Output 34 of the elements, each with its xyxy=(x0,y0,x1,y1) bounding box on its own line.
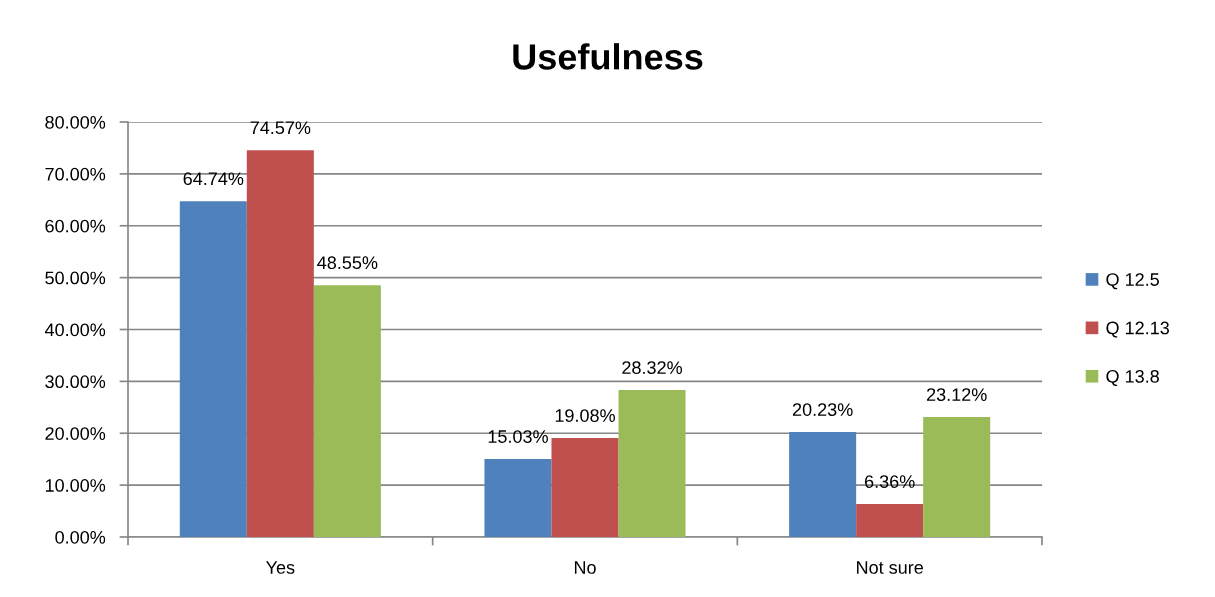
data-label: 64.74% xyxy=(183,172,244,186)
y-tick-label: 40.00% xyxy=(44,323,106,337)
y-tick-label: 60.00% xyxy=(45,219,106,233)
legend-label: Q 13.8 xyxy=(1106,369,1159,387)
x-tick-label: No xyxy=(574,561,596,574)
bar xyxy=(856,504,924,537)
bar xyxy=(179,201,247,537)
x-tick-label: Yes xyxy=(266,561,295,574)
y-tick-label: 80.00% xyxy=(45,115,106,129)
bar xyxy=(618,390,686,537)
data-label: 15.03% xyxy=(488,430,548,443)
data-label: 28.32% xyxy=(622,361,682,375)
y-tick-label: 50.00% xyxy=(45,271,106,285)
data-label: 20.23% xyxy=(792,403,853,416)
y-tick-label: 20.00% xyxy=(45,427,106,440)
y-tick-label: 0.00% xyxy=(55,530,106,544)
bar xyxy=(313,285,381,537)
data-label: 48.55% xyxy=(317,256,378,270)
data-label: 19.08% xyxy=(555,409,615,422)
bar xyxy=(246,150,314,537)
y-tick-label: 70.00% xyxy=(45,167,106,181)
data-label: 74.57% xyxy=(250,121,311,135)
bar xyxy=(923,417,991,537)
bar xyxy=(551,438,619,537)
y-tick-label: 30.00% xyxy=(45,375,106,389)
chart-title: Usefulness xyxy=(513,43,703,70)
bar xyxy=(789,432,857,537)
data-label: 6.36% xyxy=(864,475,915,488)
data-label: 23.12% xyxy=(926,388,987,401)
bar xyxy=(484,459,552,537)
legend-label: Q 12.13 xyxy=(1106,321,1169,338)
y-tick-label: 10.00% xyxy=(45,479,106,492)
x-tick-label: Not sure xyxy=(857,561,923,574)
legend-label: Q 12.5 xyxy=(1106,273,1159,290)
